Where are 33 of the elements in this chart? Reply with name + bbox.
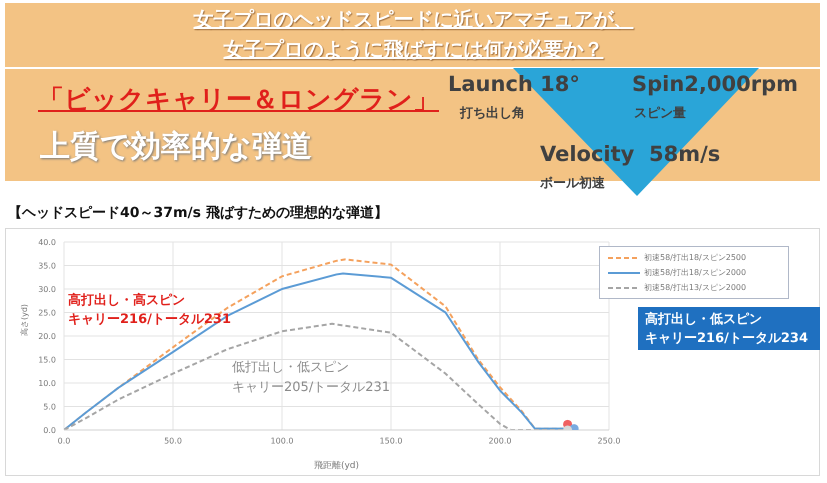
annotation: キャリー205/トータル231 xyxy=(232,379,390,396)
text: 上質で効率的な弾道 xyxy=(40,128,312,166)
legend-label: 初速58/打出18/スピン2000 xyxy=(644,267,746,278)
y-tick-label: 35.0 xyxy=(38,261,56,270)
y-tick-label: 5.0 xyxy=(43,402,56,412)
y-tick-label: 0.0 xyxy=(43,426,56,435)
text: 【ヘッドスピード40～37m/s 飛ばすための理想的な弾道】 xyxy=(8,204,388,222)
text: 高打出し・低スピン xyxy=(645,310,762,328)
y-tick-label: 10.0 xyxy=(38,378,56,388)
y-tick-label: 25.0 xyxy=(38,308,56,318)
text: Launch 18° xyxy=(448,72,580,96)
text: スピン量 xyxy=(634,105,686,122)
x-tick-label: 200.0 xyxy=(488,436,512,446)
legend-label: 初速58/打出18/スピン2500 xyxy=(644,252,746,263)
x-axis-title: 飛距離(yd) xyxy=(314,460,360,471)
chart-title: 女子プロのヘッドスピードに近いアマチュアが、 xyxy=(192,6,634,33)
y-tick-label: 30.0 xyxy=(38,284,56,294)
text: キャリー216/トータル234 xyxy=(645,330,808,347)
chart-subtitle: 女子プロのように飛ばすには何が必要か？ xyxy=(222,36,604,63)
annotation: 低打出し・低スピン xyxy=(232,359,349,376)
annotation: 高打出し・高スピン xyxy=(68,292,185,309)
text: 打ち出し角 xyxy=(460,105,525,122)
x-tick-label: 150.0 xyxy=(380,436,402,446)
x-tick-label: 0.0 xyxy=(58,436,70,446)
x-tick-label: 50.0 xyxy=(164,436,182,446)
y-tick-label: 20.0 xyxy=(38,332,56,341)
x-tick-label: 100.0 xyxy=(270,436,294,446)
y-tick-label: 15.0 xyxy=(38,355,56,364)
y-axis-title: 高さ(yd) xyxy=(20,304,29,336)
legend-label: 初速58/打出13/スピン2000 xyxy=(644,282,746,293)
x-tick-label: 250.0 xyxy=(598,436,620,446)
text: 「ビックキャリー＆ロングラン」 xyxy=(38,84,439,117)
y-tick-label: 40.0 xyxy=(38,238,56,247)
